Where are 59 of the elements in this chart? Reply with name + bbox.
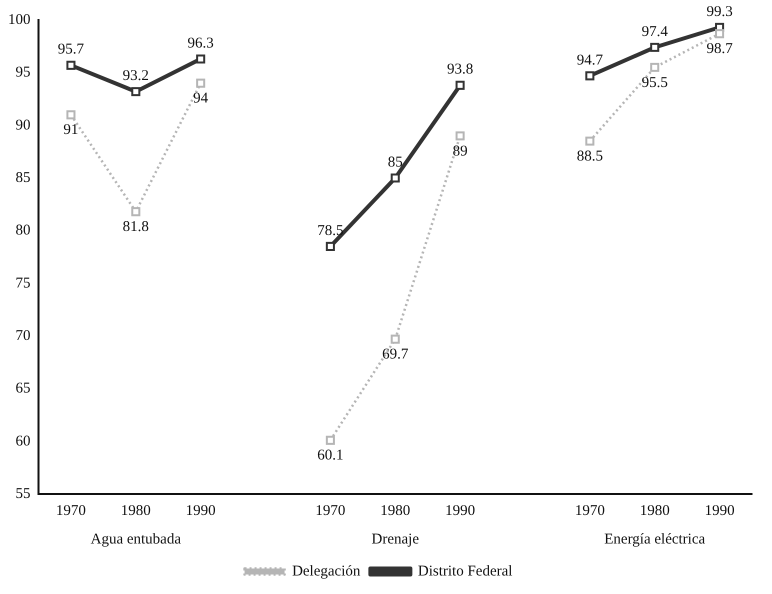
point — [66, 110, 76, 120]
text: Energía eléctrica — [604, 531, 706, 548]
point — [585, 136, 594, 146]
data-label: 60.1 — [317, 448, 344, 464]
data-label: 91 — [63, 122, 78, 138]
data-label: 81.8 — [122, 219, 149, 236]
data-label: 88.5 — [576, 148, 603, 165]
data-label: 93.8 — [446, 62, 474, 78]
y-tick-label: 75 — [16, 275, 30, 292]
x-tick-label: 1970 — [56, 502, 86, 519]
x-tick-label: 1990 — [704, 502, 735, 519]
point — [390, 334, 400, 344]
data-label: 94.7 — [576, 52, 604, 68]
data-label: 69.7 — [382, 346, 409, 363]
point — [715, 29, 724, 38]
y-tick-label: 80 — [16, 222, 30, 239]
point — [326, 242, 335, 251]
point — [326, 436, 335, 445]
y-tick-label: 100 — [8, 12, 30, 28]
data-label: 93.2 — [122, 68, 149, 84]
y-tick-label: 90 — [16, 117, 30, 134]
data-label: 95.5 — [642, 74, 668, 91]
data-label: 85 — [388, 154, 403, 170]
x-tick-label: 1970 — [315, 502, 346, 519]
data-label: 99.3 — [706, 4, 733, 20]
data-label: 95.7 — [58, 42, 85, 58]
point — [131, 87, 140, 96]
point — [650, 62, 660, 72]
y-tick-label: 70 — [16, 328, 30, 344]
data-label: 89 — [452, 143, 468, 160]
point — [390, 173, 400, 183]
data-label: 94 — [193, 90, 209, 107]
legend-label: Delegación — [292, 563, 361, 580]
legend-label: Distrito Federal — [418, 563, 512, 580]
x-tick-label: 1980 — [640, 502, 670, 519]
point — [456, 131, 465, 140]
x-tick-label: 1970 — [574, 502, 605, 519]
y-tick-label: 60 — [16, 433, 30, 450]
data-label: 96.3 — [188, 35, 214, 52]
x-tick-label: 1990 — [186, 502, 216, 519]
text: Agua entubada — [90, 531, 182, 548]
x-tick-label: 1990 — [445, 502, 476, 519]
data-label: 97.4 — [642, 24, 668, 40]
point — [196, 54, 206, 64]
point — [131, 207, 140, 216]
y-tick-label: 55 — [16, 486, 30, 502]
y-tick-label: 65 — [16, 380, 30, 397]
point — [456, 80, 465, 90]
x-tick-label: 1980 — [380, 502, 410, 519]
point — [196, 78, 206, 88]
x-tick-label: 1980 — [120, 502, 151, 519]
y-tick-label: 95 — [16, 64, 30, 81]
data-label: 98.7 — [706, 41, 734, 58]
data-label: 78.5 — [317, 222, 344, 239]
text: Drenaje — [372, 531, 420, 548]
point — [650, 42, 660, 52]
point — [66, 60, 76, 70]
point — [585, 71, 594, 80]
y-tick-label: 85 — [16, 170, 30, 186]
